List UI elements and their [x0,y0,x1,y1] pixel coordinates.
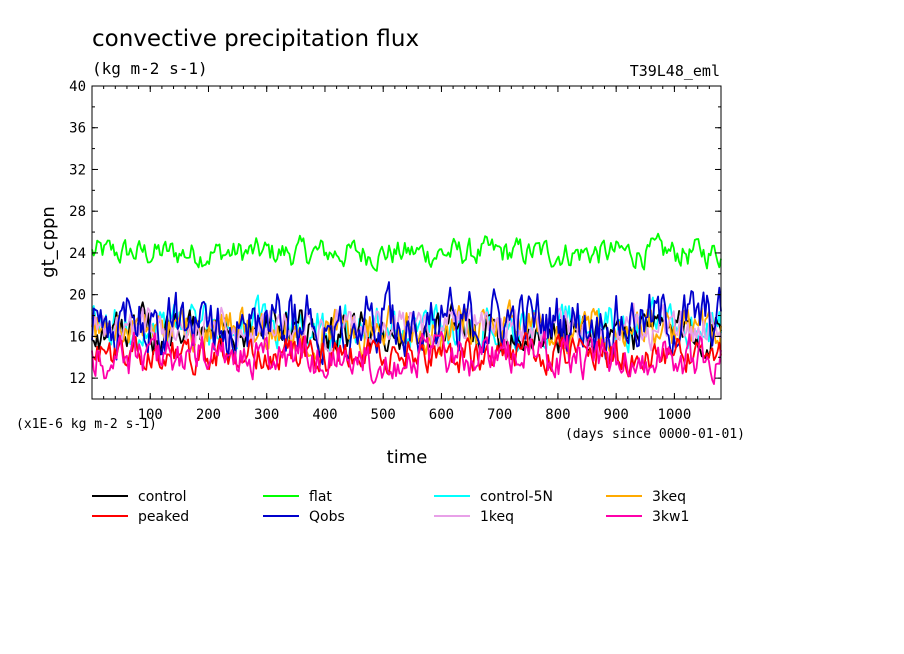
axis-ticks: 12 16 20 24 28 32 36 40 100 200 300 400 500 600 700 800… [69,79,722,423]
series-line-flat [91,232,722,272]
x-tick-label: 700 [487,407,512,423]
y-tick-label: 28 [69,204,86,220]
x-tick-label: 200 [196,407,221,423]
x-axis-label: time [387,447,428,468]
x-tick-label: 900 [604,407,629,423]
legend-label-peaked: peaked [138,509,189,525]
x-tick-label: 400 [312,407,337,423]
y-tick-label: 20 [69,288,86,304]
legend: control flat control-5N 3keq peaked Qobs 1keq 3… [92,489,689,525]
chart-title: convective precipitation flux [92,26,419,52]
legend-label-control-5n: control-5N [480,489,553,505]
y-axis-label: gt_cppn [38,206,59,278]
legend-label-qobs: Qobs [309,509,345,525]
y-tick-label: 12 [69,371,86,387]
x-tick-label: 600 [429,407,454,423]
legend-label-control: control [138,489,187,505]
x-tick-label: 100 [138,407,163,423]
y-unit-note: (x1E-6 kg m-2 s-1) [16,417,157,432]
y-tick-label: 24 [69,246,86,262]
x-unit-note: (days since 0000-01-01) [565,427,745,442]
x-tick-label: 1000 [658,407,692,423]
plot-frame [91,85,722,400]
legend-label-3kw1: 3kw1 [652,509,689,525]
y-tick-label: 40 [69,79,86,95]
chart-subtitle: (kg m-2 s-1) [92,59,208,78]
y-tick-label: 32 [69,162,86,178]
legend-label-flat: flat [309,489,332,505]
plot-series [91,232,722,386]
series-line-3kw1 [91,330,722,386]
experiment-label: T39L48_eml [630,62,720,80]
legend-label-1keq: 1keq [480,509,514,525]
series-line-qobs [91,281,722,366]
legend-label-3keq: 3keq [652,489,686,505]
x-tick-label: 800 [545,407,570,423]
x-tick-label: 300 [254,407,279,423]
y-tick-label: 36 [69,121,86,137]
y-tick-label: 16 [69,329,86,345]
x-tick-label: 500 [371,407,396,423]
